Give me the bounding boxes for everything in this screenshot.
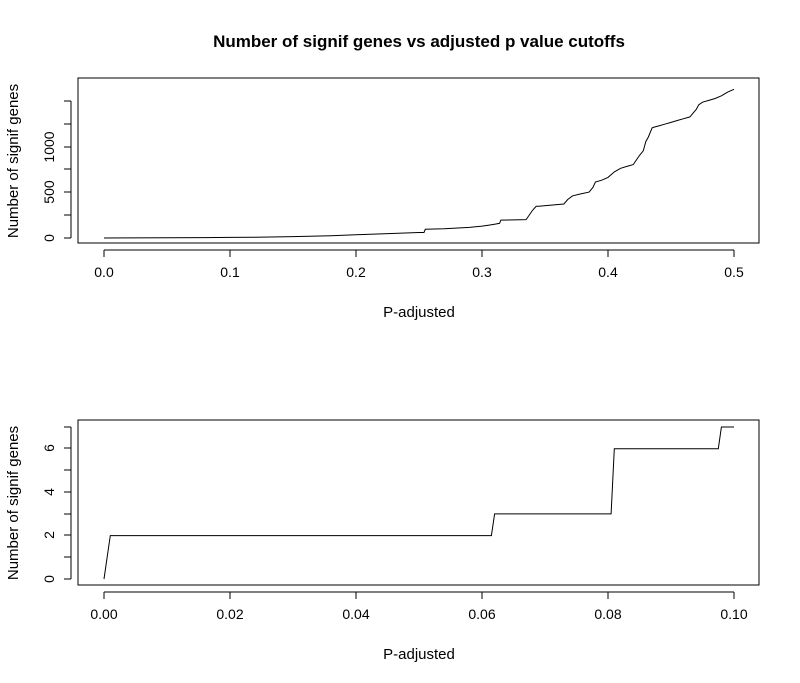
chart-top-x-tick-label-2: 0.2 bbox=[346, 264, 366, 280]
chart-bottom-x-tick-label-3: 0.06 bbox=[468, 606, 495, 622]
chart-bottom-x-tick-label-0: 0.00 bbox=[90, 606, 117, 622]
chart-bottom-x-axis: 0.00 0.02 0.04 0.06 0.08 0.10 bbox=[90, 591, 748, 622]
chart-top-y-tick-label-0: 0 bbox=[41, 234, 57, 242]
chart-top-x-tick-label-1: 0.1 bbox=[220, 264, 240, 280]
chart-top: Number of signif genes vs adjusted p val… bbox=[5, 32, 760, 321]
chart-bottom-y-tick-label-6: 6 bbox=[41, 444, 57, 452]
chart-bottom-y-axis: 0 2 4 6 bbox=[41, 426, 72, 583]
chart-top-plot-box bbox=[77, 77, 760, 244]
chart-bottom: 0.00 0.02 0.04 0.06 0.08 0.10 0 2 4 6 P-… bbox=[5, 419, 760, 663]
chart-top-x-tick-label-0: 0.0 bbox=[94, 264, 114, 280]
chart-top-y-axis-label: Number of signif genes bbox=[5, 84, 22, 238]
chart-top-y-tick-label-500: 500 bbox=[41, 180, 57, 204]
chart-bottom-x-axis-label: P-adjusted bbox=[383, 646, 455, 663]
chart-top-x-tick-label-4: 0.4 bbox=[598, 264, 618, 280]
chart-top-title: Number of signif genes vs adjusted p val… bbox=[213, 32, 625, 51]
chart-bottom-plot-box bbox=[77, 419, 760, 586]
chart-top-x-tick-label-5: 0.5 bbox=[724, 264, 744, 280]
chart-top-x-axis: 0.0 0.1 0.2 0.3 0.4 0.5 bbox=[94, 249, 744, 280]
chart-top-x-tick-label-3: 0.3 bbox=[472, 264, 492, 280]
chart-bottom-x-tick-label-2: 0.04 bbox=[342, 606, 369, 622]
chart-bottom-x-tick-label-5: 0.10 bbox=[720, 606, 747, 622]
chart-bottom-y-axis-label: Number of signif genes bbox=[5, 426, 22, 580]
chart-top-series-line bbox=[103, 88, 735, 239]
chart-bottom-y-tick-label-0: 0 bbox=[41, 575, 57, 583]
chart-top-y-axis: 0 500 1000 bbox=[41, 100, 72, 242]
chart-top-x-axis-label: P-adjusted bbox=[383, 304, 455, 321]
chart-bottom-x-tick-label-4: 0.08 bbox=[594, 606, 621, 622]
chart-bottom-y-tick-label-4: 4 bbox=[41, 488, 57, 496]
chart-bottom-series-line bbox=[103, 426, 734, 580]
chart-top-y-tick-label-1000: 1000 bbox=[41, 131, 57, 162]
chart-bottom-x-tick-label-1: 0.02 bbox=[216, 606, 243, 622]
chart-bottom-y-tick-label-2: 2 bbox=[41, 531, 57, 539]
